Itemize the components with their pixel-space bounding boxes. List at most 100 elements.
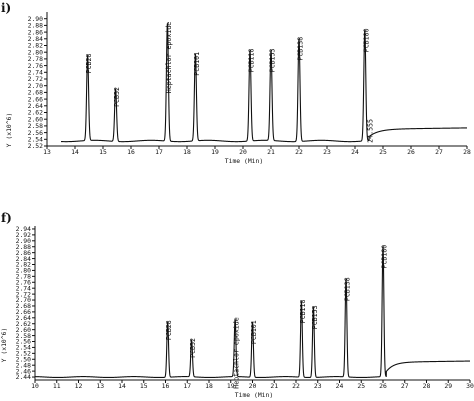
x-tick-label: 14 <box>118 382 126 390</box>
y-tick-label: 2.76 <box>16 278 32 286</box>
x-tick-label: 29 <box>444 382 452 390</box>
y-tick-label: 2.70 <box>16 296 32 304</box>
x-tick-label: 22 <box>292 382 300 390</box>
y-tick-label: 2.52 <box>16 350 32 358</box>
peak-label: PCB118 <box>299 299 307 323</box>
y-tick-label: 2.66 <box>28 95 44 103</box>
x-tick-label: 11 <box>53 382 61 390</box>
peak-label: PCB180 <box>381 245 389 269</box>
peak-label: PCB138 <box>297 37 305 61</box>
y-tick-label: 2.82 <box>28 42 44 50</box>
x-tick-label: 16 <box>162 382 170 390</box>
chromatogram-trace <box>34 246 471 379</box>
peak-label: PCB180 <box>362 28 370 52</box>
x-tick-label: 13 <box>96 382 104 390</box>
y-tick-label: 2.94 <box>16 225 32 233</box>
y-tick-label: 2.88 <box>28 22 44 30</box>
x-tick-label: 15 <box>99 148 107 156</box>
peak-labels: PCB28 PCB52 Heptachlor epoxide PCB101 PCB118… <box>165 245 388 389</box>
x-tick-label: 13 <box>43 148 51 156</box>
y-tick-label: 2.60 <box>16 326 32 334</box>
y-tick-label: 2.64 <box>28 102 44 110</box>
x-axis-ticks: 13 14 15 16 17 18 19 20 21 22 23 24 25 26 27 28 <box>43 146 471 156</box>
chromatogram-panel-f: f) 10 11 12 13 14 15 16 17 18 19 20 21 22 23 24 25 26 27 2… <box>0 211 474 399</box>
x-tick-label: 25 <box>357 382 365 390</box>
x-tick-label: 17 <box>183 382 191 390</box>
y-tick-label: 2.78 <box>16 273 32 281</box>
x-tick-label: 23 <box>323 148 331 156</box>
x-axis-label: Time (Min) <box>225 157 263 165</box>
y-tick-label: 2.46 <box>16 367 32 375</box>
y-tick-label: 2.88 <box>16 243 32 251</box>
y-tick-label: 2.48 <box>16 361 32 369</box>
x-tick-label: 18 <box>205 382 213 390</box>
y-tick-label: 2.52 <box>28 142 44 150</box>
y-tick-label: 2.84 <box>16 255 32 263</box>
x-tick-label: 27 <box>435 148 443 156</box>
peak-label: PCB101 <box>193 52 201 76</box>
y-tick-label: 2.92 <box>16 231 32 239</box>
y-tick-label: 2.76 <box>28 62 44 70</box>
y-tick-label: 2.70 <box>28 82 44 90</box>
chromatogram-panel-i: i) 13 14 15 16 17 18 19 20 21 22 23 24 25 26 27 28 2.52… <box>1 1 471 165</box>
peak-label: PCB52 <box>189 338 197 358</box>
y-tick-label: 2.68 <box>28 89 44 97</box>
y-tick-label: 2.68 <box>16 302 32 310</box>
x-tick-label: 20 <box>249 382 257 390</box>
y-tick-label: 2.54 <box>16 344 32 352</box>
x-tick-label: 28 <box>463 148 471 156</box>
y-axis-ticks: 2.442.462.482.502.522.542.562.582.602.62… <box>16 225 35 381</box>
panel-label: i) <box>1 1 11 15</box>
panel-label: f) <box>1 211 12 225</box>
retention-time-annotation: 24.555 <box>367 119 375 143</box>
x-tick-label: 18 <box>183 148 191 156</box>
y-tick-label: 2.44 <box>16 373 32 381</box>
x-tick-label: 16 <box>127 148 135 156</box>
peak-label: PCB118 <box>248 49 256 73</box>
peak-label: PCB138 <box>344 277 352 301</box>
peak-label: PCB28 <box>85 54 93 74</box>
y-tick-label: 2.58 <box>16 332 32 340</box>
x-tick-label: 27 <box>401 382 409 390</box>
y-tick-label: 2.62 <box>16 320 32 328</box>
y-tick-label: 2.72 <box>28 75 44 83</box>
y-tick-label: 2.90 <box>16 237 32 245</box>
x-tick-label: 19 <box>227 382 235 390</box>
x-axis-label: Time (Min) <box>235 391 273 399</box>
x-tick-label: 10 <box>31 382 39 390</box>
y-axis-label: Y (x10^6) <box>5 113 13 148</box>
x-tick-label: 25 <box>379 148 387 156</box>
x-tick-label: 26 <box>407 148 415 156</box>
x-tick-label: 12 <box>75 382 83 390</box>
y-tick-label: 2.62 <box>28 109 44 117</box>
y-tick-label: 2.80 <box>28 48 44 56</box>
x-tick-label: 17 <box>155 148 163 156</box>
y-tick-label: 2.60 <box>28 115 44 123</box>
x-tick-label: 23 <box>314 382 322 390</box>
peak-label: PCB153 <box>311 305 319 329</box>
x-tick-label: 30 <box>466 382 474 390</box>
y-tick-label: 2.72 <box>16 290 32 298</box>
x-tick-label: 22 <box>295 148 303 156</box>
x-tick-label: 15 <box>140 382 148 390</box>
y-tick-label: 2.86 <box>16 249 32 257</box>
chromatogram-trace <box>60 23 468 143</box>
peak-label: PCB52 <box>113 87 121 107</box>
peak-label: PCB101 <box>250 320 258 344</box>
y-axis-label: Y (x10^6) <box>0 328 8 363</box>
y-tick-label: 2.56 <box>28 129 44 137</box>
x-tick-label: 14 <box>71 148 79 156</box>
y-tick-label: 2.74 <box>28 69 44 77</box>
x-tick-label: 20 <box>239 148 247 156</box>
x-tick-label: 28 <box>423 382 431 390</box>
y-tick-label: 2.82 <box>16 261 32 269</box>
y-tick-label: 2.90 <box>28 15 44 23</box>
peak-label: Heptachlor epoxide <box>165 22 173 93</box>
y-axis-ticks: 2.522.542.562.582.602.622.642.662.682.70… <box>28 15 47 150</box>
annotations: 24.555 <box>367 119 375 143</box>
y-tick-label: 2.78 <box>28 55 44 63</box>
x-tick-label: 26 <box>379 382 387 390</box>
peak-label: PCB153 <box>269 49 277 73</box>
